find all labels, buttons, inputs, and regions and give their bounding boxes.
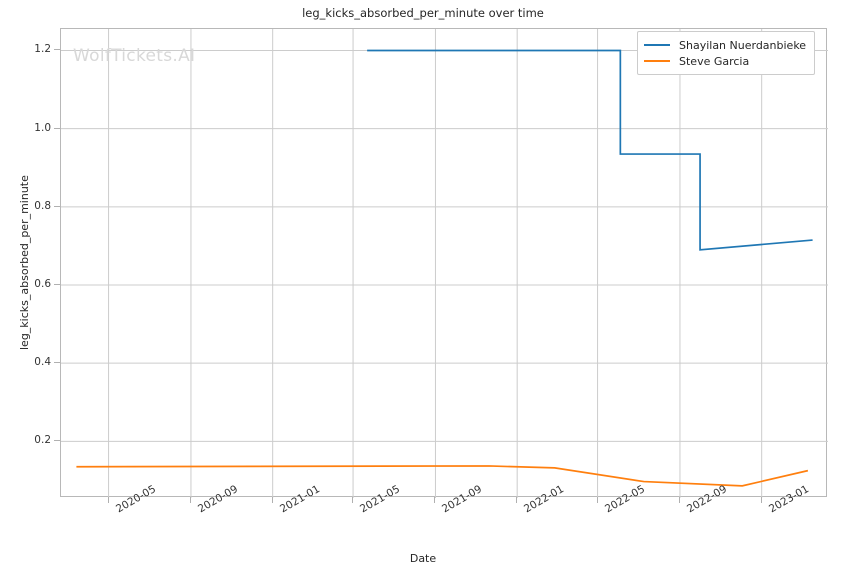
vertical-gridlines <box>108 29 763 498</box>
y-axis-tick-label: 1.0 <box>34 121 51 134</box>
y-axis-tick-mark <box>54 127 60 129</box>
x-axis-tick-mark <box>189 497 191 503</box>
chart-legend: Shayilan Nuerdanbieke Steve Garcia <box>637 31 816 75</box>
y-axis-tick-label: 0.4 <box>34 356 51 369</box>
x-axis-tick-mark <box>107 497 109 503</box>
y-axis-tick-mark <box>54 362 60 364</box>
x-axis-tick-label: 2020-09 <box>195 483 240 516</box>
legend-item-label: Shayilan Nuerdanbieke <box>679 38 807 52</box>
legend-color-swatch <box>644 44 670 46</box>
plot-svg <box>61 29 828 498</box>
series-lines <box>76 49 813 487</box>
x-axis-tick-label: 2023-01 <box>766 483 811 516</box>
x-axis-tick-mark <box>434 497 436 503</box>
x-axis-tick-label: 2021-05 <box>358 483 403 516</box>
y-axis-tick-label: 0.8 <box>34 199 51 212</box>
y-axis-tick-label: 0.2 <box>34 434 51 447</box>
legend-item[interactable]: Shayilan Nuerdanbieke <box>644 37 806 53</box>
x-axis-tick-label: 2022-01 <box>522 483 567 516</box>
x-axis-tick-mark <box>678 497 680 503</box>
x-axis-tick-mark <box>516 497 518 503</box>
legend-item-label: Steve Garcia <box>679 54 750 68</box>
series-line <box>367 49 813 251</box>
x-axis-tick-label: 2022-05 <box>602 483 647 516</box>
series-line <box>76 465 809 487</box>
y-axis-tick-label: 1.2 <box>34 43 51 56</box>
y-axis-tick-mark <box>54 49 60 51</box>
x-axis-tick-mark <box>271 497 273 503</box>
plot-area <box>60 28 828 498</box>
legend-item[interactable]: Steve Garcia <box>644 53 806 69</box>
chart-title: leg_kicks_absorbed_per_minute over time <box>302 6 544 20</box>
y-axis-tick-mark <box>54 440 60 442</box>
x-axis-tick-label: 2020-05 <box>113 483 158 516</box>
x-axis-tick-mark <box>352 497 354 503</box>
x-axis-tick-mark <box>760 497 762 503</box>
x-axis-tick-label: 2022-09 <box>684 483 729 516</box>
x-axis-tick-mark <box>596 497 598 503</box>
legend-color-swatch <box>644 60 670 62</box>
x-axis-tick-label: 2021-01 <box>277 483 322 516</box>
y-axis-tick-mark <box>54 283 60 285</box>
y-axis-tick-label: 0.6 <box>34 277 51 290</box>
y-axis-tick-mark <box>54 205 60 207</box>
x-axis-label: Date <box>409 552 437 565</box>
y-axis-label: leg_kicks_absorbed_per_minute <box>18 175 31 350</box>
x-axis-tick-label: 2021-09 <box>440 483 485 516</box>
